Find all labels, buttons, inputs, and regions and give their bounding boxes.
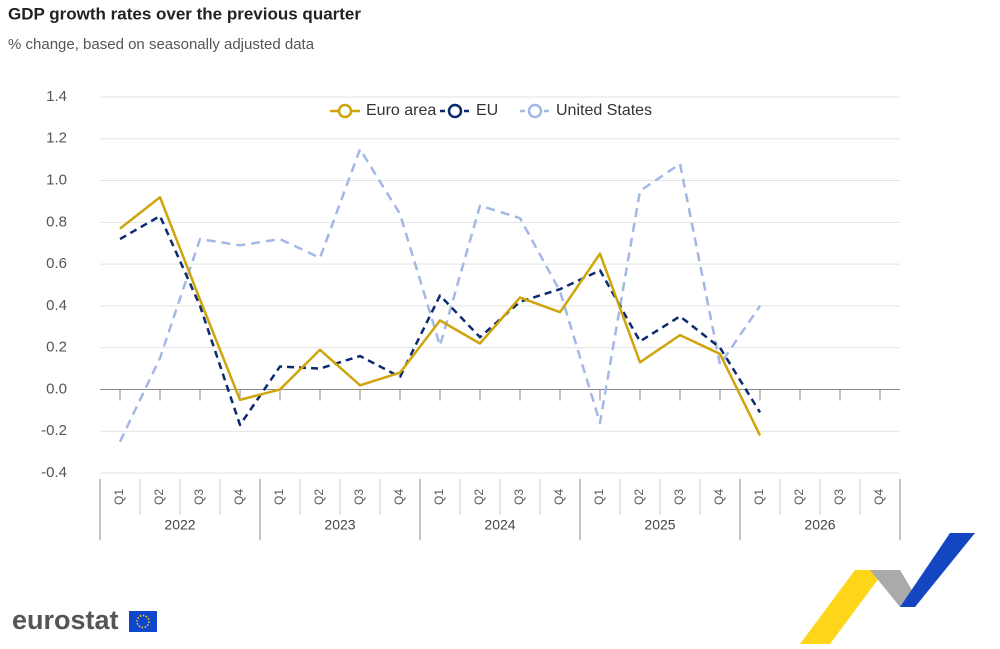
y-tick-label: 0.8 bbox=[46, 213, 67, 230]
x-tick-label: Q3 bbox=[192, 489, 206, 505]
logo-shape bbox=[800, 570, 885, 644]
y-tick-label: -0.4 bbox=[41, 464, 67, 481]
x-tick-label: Q2 bbox=[472, 489, 486, 505]
y-tick-label: 0.0 bbox=[46, 380, 67, 397]
logo-text: eurostat bbox=[12, 605, 119, 635]
x-tick-label: Q1 bbox=[752, 489, 766, 505]
y-tick-label: 1.0 bbox=[46, 172, 67, 189]
legend-label: EU bbox=[476, 102, 498, 119]
x-group-label: 2022 bbox=[164, 517, 195, 533]
y-tick-label: 0.2 bbox=[46, 339, 67, 356]
x-tick-label: Q3 bbox=[512, 489, 526, 505]
x-group-label: 2024 bbox=[484, 517, 515, 533]
x-tick-label: Q4 bbox=[552, 489, 566, 505]
x-tick-label: Q4 bbox=[392, 489, 406, 505]
x-tick-label: Q2 bbox=[312, 489, 326, 505]
x-tick-label: Q2 bbox=[792, 489, 806, 505]
logo-shape bbox=[870, 570, 915, 607]
x-tick-label: Q3 bbox=[672, 489, 686, 505]
x-tick-label: Q2 bbox=[632, 489, 646, 505]
eu-stars bbox=[136, 614, 150, 629]
chart-subtitle: % change, based on seasonally adjusted d… bbox=[8, 36, 315, 53]
x-tick-label: Q1 bbox=[432, 489, 446, 505]
x-group-label: 2023 bbox=[324, 517, 355, 533]
series-line bbox=[119, 214, 762, 427]
legend-marker bbox=[527, 103, 543, 119]
x-tick-label: Q1 bbox=[592, 489, 606, 505]
legend-marker bbox=[447, 103, 463, 119]
x-tick-label: Q2 bbox=[152, 489, 166, 505]
legend-label: United States bbox=[556, 102, 652, 119]
x-tick-label: Q4 bbox=[712, 489, 726, 505]
x-group-label: 2026 bbox=[804, 517, 835, 533]
logo-shape bbox=[900, 533, 975, 607]
y-tick-label: 1.4 bbox=[46, 88, 67, 105]
x-tick-label: Q1 bbox=[272, 489, 286, 505]
legend-marker bbox=[337, 103, 353, 119]
y-tick-label: -0.2 bbox=[41, 422, 67, 439]
y-tick-label: 0.6 bbox=[46, 255, 67, 272]
x-tick-label: Q4 bbox=[872, 489, 886, 505]
y-tick-label: 1.2 bbox=[46, 130, 67, 147]
series-line bbox=[118, 147, 762, 443]
x-tick-label: Q4 bbox=[232, 489, 246, 505]
legend-label: Euro area bbox=[366, 102, 436, 119]
x-tick-label: Q1 bbox=[112, 489, 126, 505]
eu-flag bbox=[129, 611, 157, 632]
series-line bbox=[119, 196, 762, 436]
x-tick-label: Q3 bbox=[352, 489, 366, 505]
chart-title: GDP growth rates over the previous quart… bbox=[8, 4, 361, 23]
x-group-label: 2025 bbox=[644, 517, 675, 533]
y-tick-label: 0.4 bbox=[46, 297, 67, 314]
x-tick-label: Q3 bbox=[832, 489, 846, 505]
